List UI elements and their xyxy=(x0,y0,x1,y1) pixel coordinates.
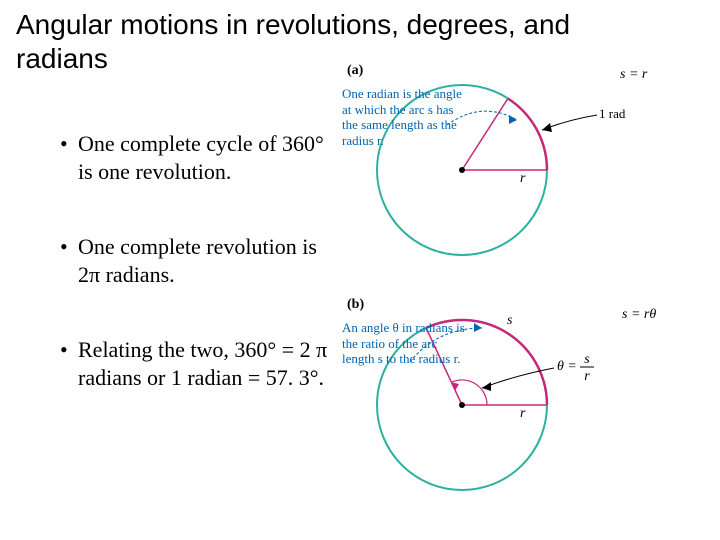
svg-text:θ =: θ = xyxy=(557,359,577,374)
fig-b-center xyxy=(459,402,465,408)
fig-b-angle-arrowhead xyxy=(451,382,459,391)
fig-a-rad-arrowhead xyxy=(542,123,552,132)
svg-text:r: r xyxy=(584,369,590,384)
fig-a-r-label: r xyxy=(520,171,526,186)
fig-a-label: (a) xyxy=(347,63,364,78)
fig-b-r-label: r xyxy=(520,406,526,421)
fig-b-formula: s = rθ xyxy=(622,307,656,322)
figure-panel: (a) r 1 rad s = r (b) r xyxy=(342,60,712,530)
fig-a-arc xyxy=(508,99,547,171)
svg-text:s: s xyxy=(584,352,590,367)
fig-a-caption-arrowhead xyxy=(509,115,517,124)
fig-b-theta-arrowhead xyxy=(482,382,491,391)
fig-a-center xyxy=(459,167,465,173)
bullet-2: One complete revolution is 2π radians. xyxy=(60,233,330,288)
fig-a-caption: One radian is the angle at which the arc… xyxy=(342,86,472,148)
fig-b-theta-formula: θ = s r xyxy=(557,352,594,384)
bullet-1: One complete cycle of 360° is one revolu… xyxy=(60,130,330,185)
fig-b-caption: An angle θ in radians is the ratio of th… xyxy=(342,320,467,367)
bullet-3: Relating the two, 360° = 2 π radians or … xyxy=(60,336,330,391)
fig-a-rad-annot: 1 rad xyxy=(599,106,626,121)
fig-a-formula: s = r xyxy=(620,67,648,82)
fig-b-s-label: s xyxy=(507,313,513,328)
fig-b-caption-arrowhead xyxy=(474,323,482,332)
fig-b-label: (b) xyxy=(347,297,364,312)
bullet-list: One complete cycle of 360° is one revolu… xyxy=(60,130,330,439)
